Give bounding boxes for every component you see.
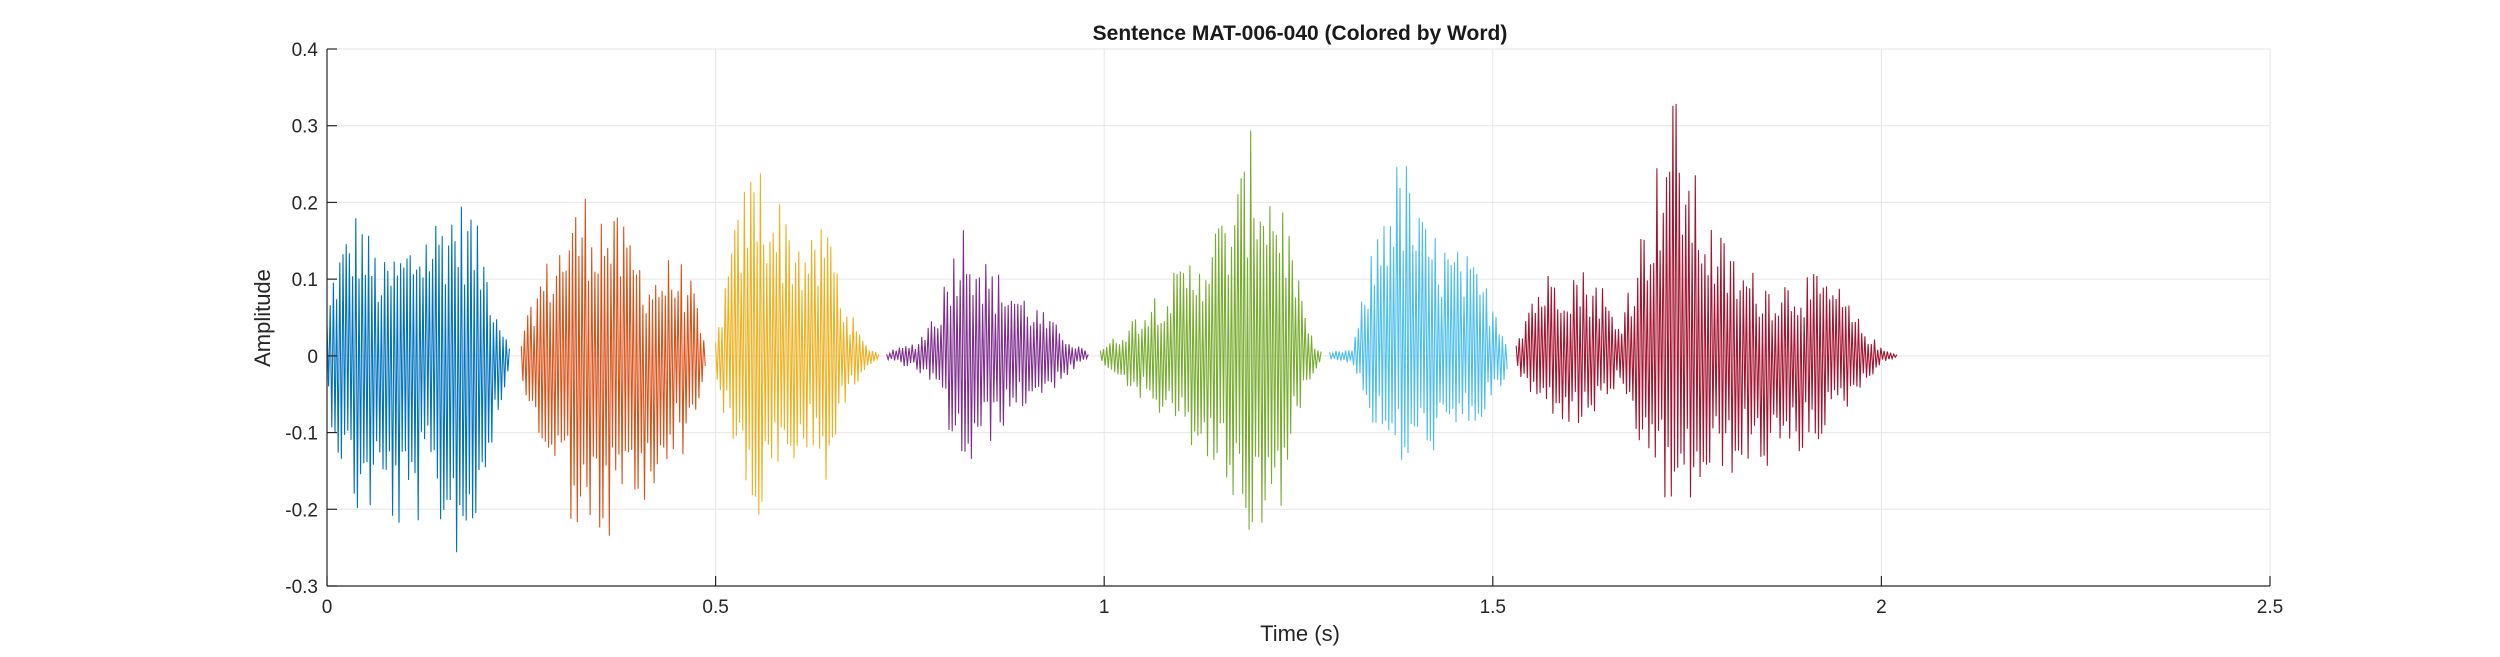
y-tick-label: -0.1 [285, 424, 318, 445]
y-tick-label: -0.2 [285, 500, 318, 521]
x-tick-label: 2 [1876, 597, 1887, 618]
x-axis-label: Time (s) [1260, 621, 1340, 646]
waveform-segment-7 [1515, 103, 1898, 498]
x-tick-label: 0.5 [702, 597, 728, 618]
x-tick-label: 2.5 [2257, 597, 2283, 618]
axes: 0 0.5 1 1.5 2 2.5 -0.3 -0.2 -0.1 0 0.1 0.2 0.3 0.4 [285, 40, 2283, 618]
waveform-segment-1 [326, 206, 510, 553]
y-tick-label: 0.1 [292, 270, 318, 291]
waveform-series [326, 103, 1898, 553]
y-tick-label: 0.4 [292, 40, 319, 61]
chart-title: Sentence MAT-006-040 (Colored by Word) [1093, 22, 1508, 45]
waveform-segment-6 [1329, 166, 1508, 460]
y-tick-label: 0.3 [292, 117, 318, 138]
x-tick-label: 1.5 [1480, 597, 1506, 618]
grid [326, 48, 2271, 587]
y-tick-label: 0.2 [292, 193, 318, 214]
x-tick-label: 1 [1099, 597, 1110, 618]
waveform-segment-5 [1099, 130, 1322, 530]
y-tick-label: 0 [307, 347, 318, 368]
waveform-segment-4 [886, 230, 1089, 459]
waveform-segment-3 [715, 173, 880, 515]
y-tick-label: -0.3 [285, 577, 318, 598]
x-tick-label: 0 [322, 597, 333, 618]
y-axis-label: Amplitude [250, 269, 275, 367]
waveform-segment-2 [520, 198, 706, 536]
